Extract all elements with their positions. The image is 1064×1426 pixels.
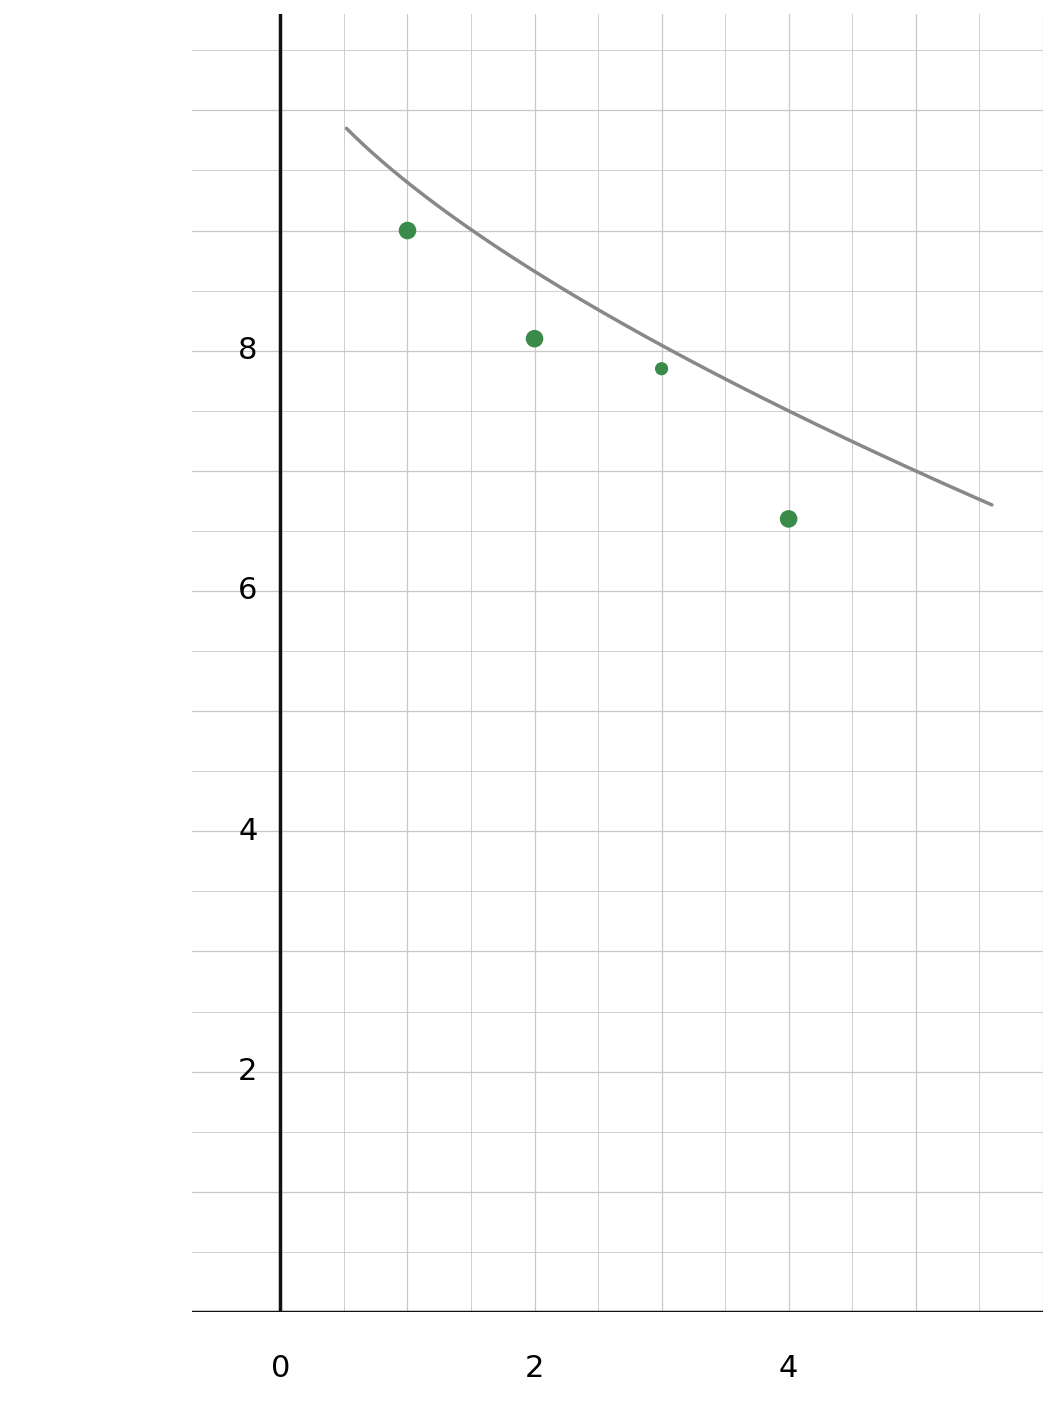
Point (526, 328, 543, 351)
Text: 8: 8 (238, 337, 257, 365)
Text: 0: 0 (270, 1353, 290, 1383)
Point (780, 508, 797, 530)
Text: 2: 2 (238, 1057, 257, 1087)
Point (399, 220, 416, 242)
Point (653, 358, 670, 381)
Text: 4: 4 (779, 1353, 798, 1383)
Text: 4: 4 (238, 817, 257, 846)
Text: 2: 2 (525, 1353, 544, 1383)
Text: 6: 6 (238, 576, 257, 606)
